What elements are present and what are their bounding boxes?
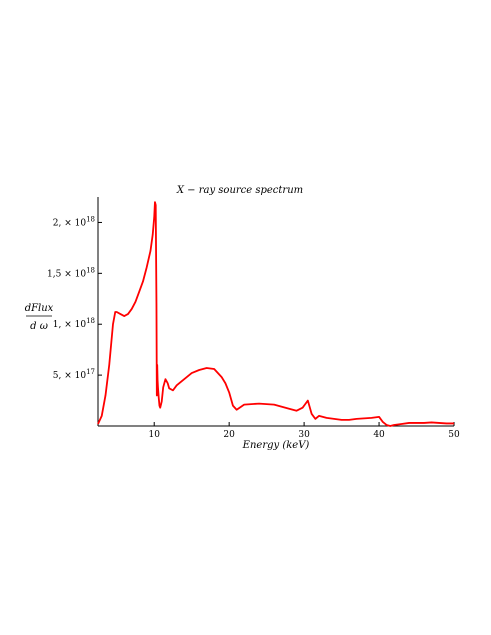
x-tick-label: 50 [448, 430, 460, 440]
chart-title: X − ray source spectrum [176, 185, 303, 196]
x-axis-label: Energy (keV) [242, 440, 310, 451]
y-tick-exponent: 18 [86, 317, 95, 325]
y-tick-label: 2, × 1018 [53, 215, 95, 228]
y-tick-mantissa: 1, × 10 [53, 320, 87, 330]
y-tick-exponent: 17 [86, 368, 95, 376]
y-axis-label: dFlux d ω [25, 303, 54, 332]
x-ticks: 10 20 30 40 50 [148, 422, 460, 440]
y-tick-label: 1,5 × 1018 [47, 266, 95, 279]
y-axis-label-numerator: dFlux [25, 303, 54, 314]
y-tick-mantissa: 5, × 10 [53, 371, 87, 381]
x-tick-label: 30 [298, 430, 310, 440]
spectrum-line [97, 201, 454, 427]
y-axis-label-denominator: d ω [30, 321, 48, 332]
y-tick-mantissa: 2, × 10 [53, 218, 87, 228]
y-tick-mantissa: 1,5 × 10 [47, 269, 86, 279]
y-tick-exponent: 18 [86, 215, 95, 223]
x-tick-label: 40 [373, 430, 385, 440]
x-tick-label: 20 [223, 430, 235, 440]
x-tick-label: 10 [148, 430, 160, 440]
y-tick-label: 5, × 1017 [53, 368, 95, 381]
y-tick-exponent: 18 [86, 266, 95, 274]
y-tick-label: 1, × 1018 [53, 317, 95, 330]
